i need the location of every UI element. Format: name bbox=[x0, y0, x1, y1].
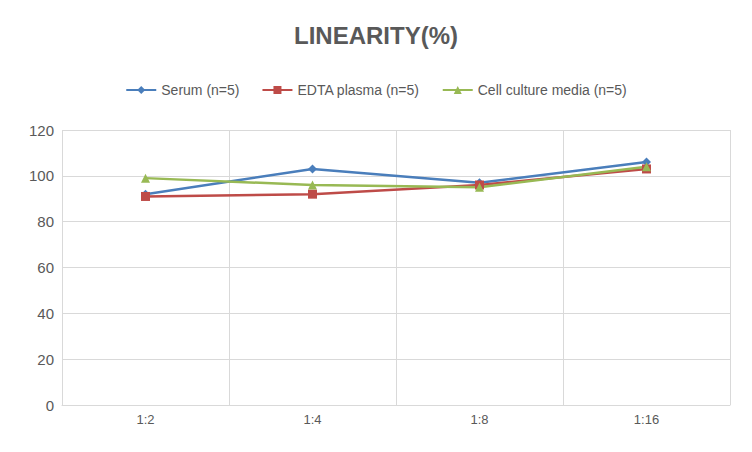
svg-text:Cell culture media (n=5): Cell culture media (n=5) bbox=[478, 82, 627, 98]
svg-text:1:2: 1:2 bbox=[136, 412, 154, 427]
svg-text:LINEARITY(%): LINEARITY(%) bbox=[294, 22, 458, 49]
svg-text:120: 120 bbox=[29, 122, 54, 139]
svg-text:0: 0 bbox=[46, 397, 54, 414]
svg-text:40: 40 bbox=[37, 305, 54, 322]
svg-text:1:4: 1:4 bbox=[303, 412, 321, 427]
svg-text:20: 20 bbox=[37, 351, 54, 368]
svg-text:1:16: 1:16 bbox=[634, 412, 659, 427]
svg-text:Serum (n=5): Serum (n=5) bbox=[161, 82, 239, 98]
svg-text:EDTA plasma (n=5): EDTA plasma (n=5) bbox=[297, 82, 419, 98]
svg-text:80: 80 bbox=[37, 213, 54, 230]
svg-text:100: 100 bbox=[29, 167, 54, 184]
svg-text:60: 60 bbox=[37, 259, 54, 276]
svg-text:1:8: 1:8 bbox=[470, 412, 488, 427]
